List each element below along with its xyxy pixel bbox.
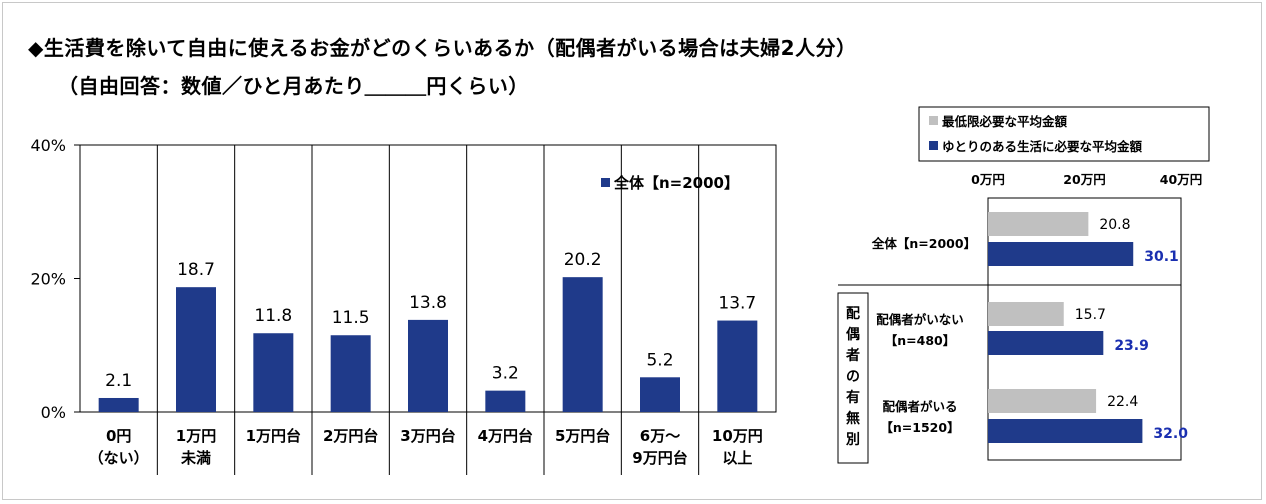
bar-comfortable <box>988 242 1134 266</box>
x-tick-label: 20万円 <box>1063 172 1105 187</box>
page-title: ◆生活費を除いて自由に使えるお金がどのくらいあるか（配偶者がいる場合は夫婦2人分… <box>28 36 857 60</box>
bar-minimum <box>988 302 1064 326</box>
bar-comfortable <box>988 419 1143 443</box>
x-tick-label: 40万円 <box>1160 172 1202 187</box>
x-tick-label: 未満 <box>180 449 211 467</box>
bar-minimum <box>988 389 1097 413</box>
x-tick-label: （ない） <box>89 449 149 467</box>
legend-label: 全体【n=2000】 <box>613 174 739 192</box>
group-label-char: 偶 <box>846 326 860 343</box>
group-label-box <box>837 292 869 464</box>
legend-label: ゆとりのある生活に必要な平均金額 <box>942 139 1143 154</box>
plot-area-border <box>987 197 1182 461</box>
y-category-label: 配偶者がいない <box>876 312 964 327</box>
data-label: 20.8 <box>1099 217 1130 233</box>
x-tick-label: 0万円 <box>971 172 1005 187</box>
x-tick-label: 10万円 <box>712 427 763 445</box>
group-label-char: 者 <box>846 348 860 364</box>
x-tick-label: 1万円台 <box>246 427 301 445</box>
legend-swatch <box>929 141 938 150</box>
data-label: 3.2 <box>492 364 519 384</box>
bar <box>253 333 294 412</box>
y-tick-label: 40% <box>30 136 66 155</box>
legend-label: 最低限必要な平均金額 <box>942 114 1068 129</box>
group-label-char: 無 <box>846 410 860 427</box>
data-label: 20.2 <box>564 250 602 270</box>
group-label-char: 配 <box>846 306 860 322</box>
data-label: 30.1 <box>1144 249 1179 265</box>
group-label-char: 別 <box>845 432 860 448</box>
data-label: 32.0 <box>1153 426 1188 442</box>
data-label: 5.2 <box>646 350 673 370</box>
bar-comfortable <box>988 331 1104 355</box>
legend-swatch <box>601 178 610 187</box>
x-tick-label: 4万円台 <box>478 427 533 445</box>
x-tick-label: 6万〜 <box>640 427 680 445</box>
x-tick-label: 5万円台 <box>555 427 610 445</box>
x-tick-label: 1万円 <box>176 427 216 445</box>
data-label: 22.4 <box>1107 394 1138 410</box>
y-category-label: 【n=1520】 <box>880 420 959 435</box>
bar <box>640 377 680 412</box>
bar <box>176 287 216 412</box>
legend-box <box>918 106 1210 162</box>
data-label: 11.8 <box>254 306 292 326</box>
x-tick-label: 0円 <box>106 427 131 445</box>
legend-swatch <box>929 116 938 125</box>
y-category-label: 全体【n=2000】 <box>871 236 976 251</box>
y-category-label: 配偶者がいる <box>882 399 957 414</box>
bar <box>717 320 758 412</box>
data-label: 15.7 <box>1075 307 1106 323</box>
group-label-char: 有 <box>846 389 860 406</box>
data-label: 23.9 <box>1114 338 1149 354</box>
data-label: 11.5 <box>332 308 370 328</box>
x-tick-label: 3万円台 <box>400 427 455 445</box>
data-label: 13.7 <box>718 294 756 314</box>
y-category-label: 【n=480】 <box>885 333 955 348</box>
bar <box>98 397 139 412</box>
data-label: 13.8 <box>409 293 447 313</box>
data-label: 2.1 <box>105 371 132 391</box>
page-subtitle: （自由回答：数値／ひと月あたり＿＿＿円くらい） <box>58 74 529 98</box>
bar-minimum <box>988 212 1089 236</box>
bar <box>562 277 603 412</box>
bar <box>330 335 371 412</box>
y-tick-label: 0% <box>41 403 66 422</box>
group-label-char: の <box>846 369 860 385</box>
data-label: 18.7 <box>177 260 215 280</box>
bar <box>485 390 526 412</box>
x-tick-label: 以上 <box>722 449 752 467</box>
x-tick-label: 9万円台 <box>632 449 687 467</box>
y-tick-label: 20% <box>30 270 66 289</box>
bar <box>408 319 448 412</box>
x-tick-label: 2万円台 <box>323 427 378 445</box>
